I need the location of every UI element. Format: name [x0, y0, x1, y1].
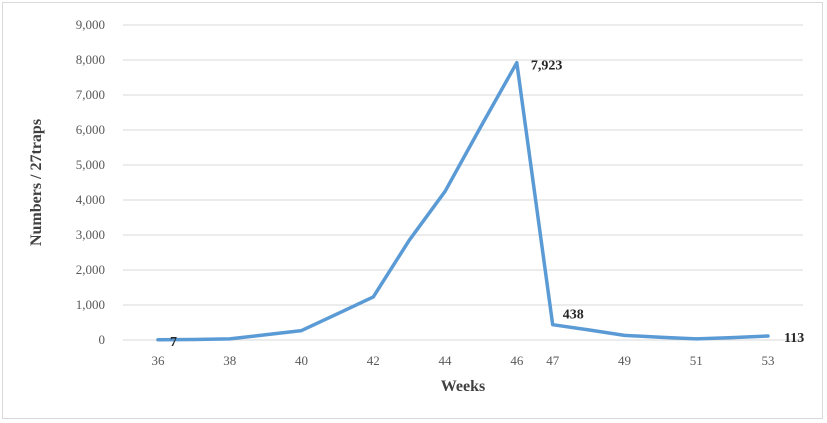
y-tick-label: 1,000 — [76, 297, 105, 312]
y-tick-label: 6,000 — [76, 122, 105, 137]
x-tick-label: 47 — [546, 353, 560, 368]
data-label: 438 — [563, 308, 584, 323]
x-tick-label: 51 — [690, 353, 703, 368]
x-tick-label: 38 — [223, 353, 236, 368]
y-tick-label: 8,000 — [76, 52, 105, 67]
x-tick-label: 49 — [618, 353, 631, 368]
x-tick-label: 40 — [295, 353, 308, 368]
data-label: 113 — [784, 331, 804, 346]
y-tick-label: 4,000 — [76, 192, 105, 207]
x-axis-title: Weeks — [441, 378, 485, 395]
y-tick-label: 2,000 — [76, 262, 105, 277]
data-label: 7,923 — [531, 59, 563, 74]
y-tick-label: 3,000 — [76, 227, 105, 242]
x-tick-label: 44 — [439, 353, 453, 368]
series-line — [156, 60, 770, 342]
x-tick-label: 36 — [152, 353, 166, 368]
line-chart: 0 1,000 2,000 3,000 4,000 5,000 6,000 7,000 8,00… — [28, 17, 804, 395]
x-tick-label: 42 — [367, 353, 380, 368]
y-tick-label: 0 — [99, 332, 106, 347]
y-axis-ticks: 0 1,000 2,000 3,000 4,000 5,000 6,000 7,000 8,00… — [76, 17, 105, 347]
gridlines — [123, 24, 803, 306]
x-tick-label: 53 — [762, 353, 775, 368]
data-labels: 7 7,923 438 113 — [170, 59, 804, 350]
y-axis-title: Numbers / 27traps — [28, 119, 45, 246]
series-line-group — [156, 60, 770, 342]
x-tick-label: 46 — [510, 353, 524, 368]
data-label: 7 — [170, 335, 177, 350]
y-tick-label: 7,000 — [76, 87, 105, 102]
y-tick-label: 5,000 — [76, 157, 105, 172]
chart-frame: 0 1,000 2,000 3,000 4,000 5,000 6,000 7,000 8,00… — [2, 2, 823, 419]
y-tick-label: 9,000 — [76, 17, 105, 32]
x-axis-ticks: 36 38 40 42 44 46 47 49 51 53 — [152, 353, 775, 368]
